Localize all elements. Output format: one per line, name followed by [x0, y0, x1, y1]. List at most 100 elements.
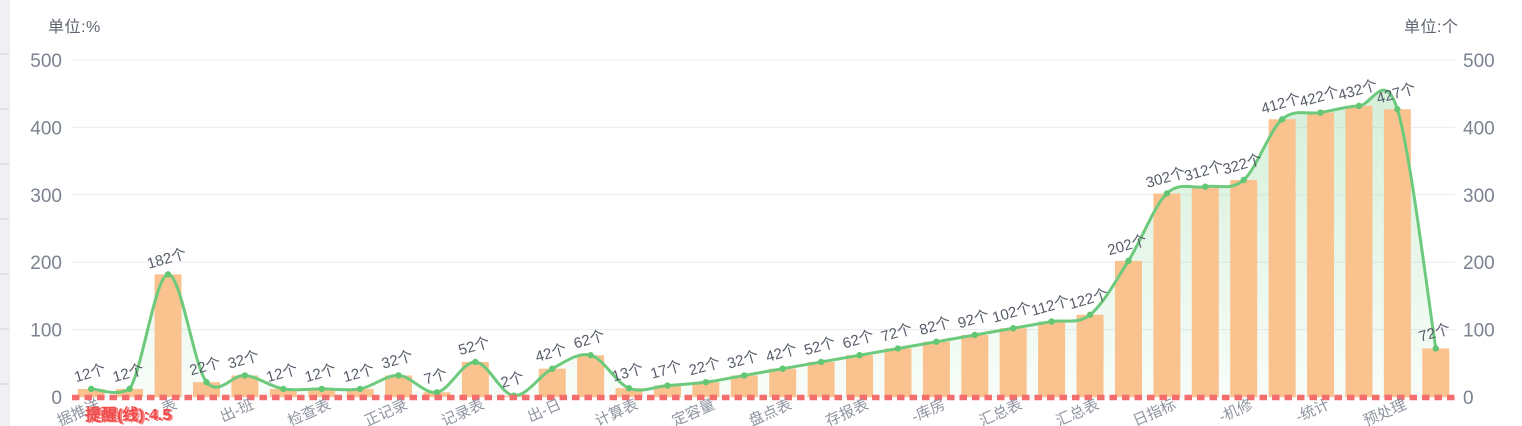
- bar[interactable]: [1268, 119, 1296, 397]
- line-point[interactable]: [1125, 257, 1132, 265]
- x-axis-label[interactable]: 出-班: [218, 396, 257, 426]
- bar[interactable]: [308, 388, 336, 397]
- x-axis-label[interactable]: 存报表: [823, 396, 871, 426]
- bar[interactable]: [269, 388, 297, 397]
- bar[interactable]: [884, 348, 912, 397]
- line-point[interactable]: [741, 372, 748, 379]
- bar[interactable]: [807, 361, 835, 397]
- bar[interactable]: [730, 375, 758, 397]
- x-axis-label[interactable]: -库房: [909, 396, 948, 426]
- line-point[interactable]: [1394, 106, 1401, 113]
- x-axis-label[interactable]: -机修: [1216, 396, 1255, 426]
- x-axis-label[interactable]: 表: [159, 396, 180, 418]
- bar[interactable]: [385, 375, 413, 397]
- bar[interactable]: [1191, 186, 1219, 397]
- line-point[interactable]: [1432, 345, 1439, 352]
- line-point[interactable]: [587, 352, 594, 359]
- line-point[interactable]: [702, 378, 710, 386]
- bar[interactable]: [346, 388, 374, 397]
- line-point[interactable]: [1163, 190, 1171, 197]
- bar[interactable]: [846, 355, 874, 397]
- bar[interactable]: [961, 334, 989, 397]
- x-axis-label[interactable]: 汇总表: [977, 396, 1025, 426]
- bar-value-label: 112个: [1029, 293, 1071, 320]
- x-axis-label[interactable]: 日指标: [1130, 396, 1178, 426]
- line-point[interactable]: [318, 385, 325, 393]
- left-axis-tick: 300: [30, 186, 62, 207]
- bar[interactable]: [1153, 193, 1181, 397]
- right-axis-tick: 400: [1463, 118, 1495, 139]
- bar[interactable]: [1345, 105, 1373, 397]
- x-axis-label[interactable]: -统计: [1293, 396, 1332, 426]
- left-axis-tick: 0: [51, 388, 62, 409]
- bar[interactable]: [653, 385, 681, 397]
- bar[interactable]: [999, 328, 1027, 397]
- x-axis-label[interactable]: 检查表: [285, 396, 333, 426]
- bar-value-label: 32个: [380, 348, 415, 373]
- bar-value-label: 12个: [303, 361, 338, 386]
- line-point[interactable]: [1010, 325, 1017, 332]
- bar-value-label: 42个: [764, 341, 799, 366]
- x-axis-label[interactable]: 正记录: [362, 396, 410, 426]
- bar[interactable]: [231, 375, 259, 397]
- line-point[interactable]: [1355, 102, 1363, 110]
- line-point[interactable]: [1202, 183, 1209, 190]
- line-point[interactable]: [203, 378, 210, 386]
- bar[interactable]: [1038, 321, 1066, 397]
- line-point[interactable]: [164, 271, 172, 278]
- bar-value-label: 32个: [226, 348, 261, 373]
- line-point[interactable]: [241, 372, 249, 379]
- line-point[interactable]: [1086, 311, 1094, 318]
- left-axis-tick: 500: [30, 51, 62, 72]
- line-point[interactable]: [779, 365, 786, 372]
- x-axis-label[interactable]: 汇总表: [1054, 396, 1102, 426]
- line-point[interactable]: [356, 385, 364, 393]
- bar[interactable]: [1230, 179, 1258, 397]
- line-point[interactable]: [817, 358, 825, 366]
- bar[interactable]: [154, 274, 182, 397]
- line-point[interactable]: [472, 358, 479, 366]
- x-axis-label[interactable]: 预处理: [1361, 396, 1409, 426]
- line-point[interactable]: [625, 385, 633, 392]
- line-point[interactable]: [1317, 109, 1324, 116]
- line-point[interactable]: [1278, 116, 1286, 123]
- alert-threshold-label: 提醒(线):4.5: [85, 407, 172, 424]
- x-axis-label[interactable]: 记录表: [439, 396, 487, 426]
- line-point[interactable]: [1240, 176, 1247, 184]
- bar-value-label: 2个: [499, 369, 526, 392]
- line-point[interactable]: [933, 338, 940, 345]
- right-axis-unit-label: 单位:个: [1404, 19, 1459, 36]
- line-point[interactable]: [1048, 318, 1055, 325]
- bar-value-label: 22个: [687, 354, 722, 379]
- line-point[interactable]: [280, 385, 287, 393]
- line-point[interactable]: [126, 385, 133, 393]
- bar[interactable]: [77, 388, 105, 397]
- bar[interactable]: [1076, 314, 1104, 397]
- x-axis-label[interactable]: 出-日: [525, 396, 564, 426]
- line-point[interactable]: [88, 385, 95, 393]
- bar[interactable]: [922, 341, 950, 397]
- bar-value-label: 62个: [572, 327, 607, 352]
- bar[interactable]: [769, 368, 797, 397]
- line-point[interactable]: [549, 365, 556, 372]
- line-point[interactable]: [395, 372, 402, 379]
- bar[interactable]: [692, 382, 720, 397]
- right-axis-tick: 500: [1463, 51, 1495, 72]
- x-axis-label[interactable]: 定容量: [669, 396, 717, 426]
- line-point[interactable]: [971, 331, 978, 339]
- bar-value-label: 62个: [841, 327, 876, 352]
- bar[interactable]: [1114, 260, 1142, 397]
- bar[interactable]: [1422, 348, 1450, 397]
- bar-value-label: 13个: [610, 360, 645, 385]
- bar[interactable]: [538, 368, 566, 397]
- line-point[interactable]: [664, 382, 671, 389]
- bar[interactable]: [1307, 112, 1335, 398]
- line-point[interactable]: [856, 352, 863, 359]
- right-axis-tick: 100: [1463, 321, 1495, 342]
- bar[interactable]: [615, 388, 643, 397]
- line-point[interactable]: [894, 345, 902, 352]
- line-point[interactable]: [433, 389, 441, 396]
- bar[interactable]: [116, 388, 144, 397]
